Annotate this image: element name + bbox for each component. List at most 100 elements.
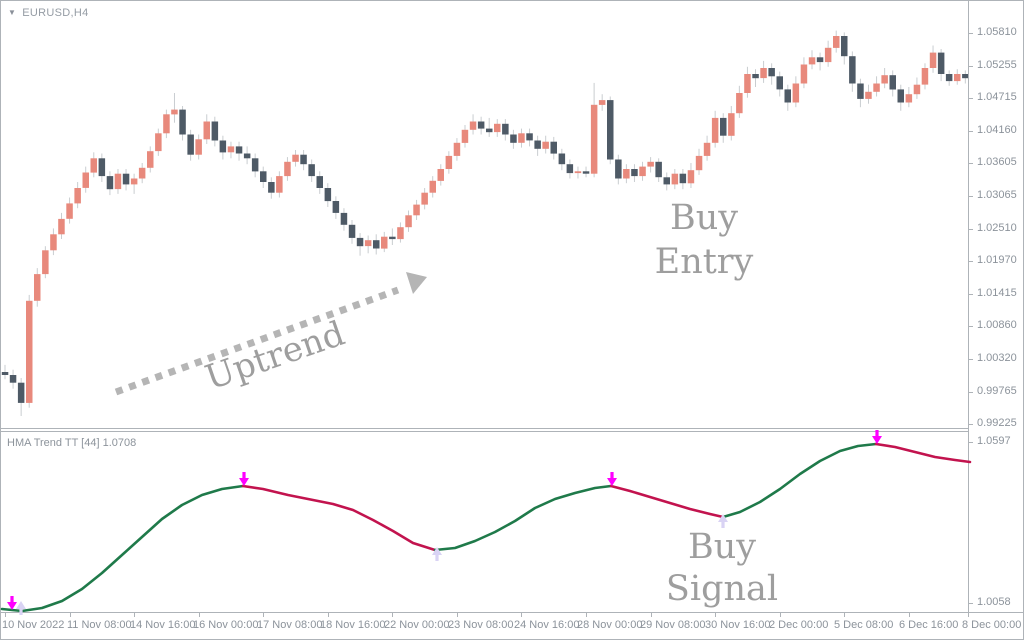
candle-body [881,75,888,84]
candle-body [251,158,259,172]
candle-body [615,159,622,179]
price-axis-label: 1.00860 [977,319,1017,331]
candle-body [945,74,953,82]
buy-signal-line1: Buy [687,527,757,567]
candle-body [623,169,630,179]
candle-body [647,161,654,167]
candle-body [98,158,106,177]
buy-entry-line1: Buy [669,198,739,238]
candle-body [631,169,638,177]
time-axis-label: 24 Nov 16:00 [514,619,580,631]
candle-body [687,170,695,184]
candle-body [453,142,461,156]
candle-body [276,176,283,193]
symbol-text: EURUSD,H4 [22,7,89,19]
candle-body [389,236,396,240]
candle-body [728,113,735,136]
hma-segment-up [721,442,878,519]
candle-body [381,236,388,249]
candle-body [130,178,138,185]
candle-body [566,164,574,174]
candle-body [340,212,348,225]
symbol-label: ▼ EURUSD,H4 [8,7,89,19]
candle-body [1,372,9,375]
candle-body [518,133,525,143]
candle-body [736,93,743,114]
candle-body [929,52,937,68]
candle-body [308,164,315,177]
candle-body [9,375,17,383]
time-axis-label: 23 Nov 08:00 [448,619,514,631]
hma-segment-down [874,442,972,464]
candle-body [429,180,436,193]
candle-body [720,117,727,136]
candle-body [477,121,485,129]
candle-body [663,177,670,185]
candle-body [760,68,767,79]
buy-entry-annotation: Buy Entry [618,196,790,284]
price-axis-label: 1.01415 [977,287,1017,299]
candle-body [260,171,267,182]
candle-body [800,64,808,84]
price-axis-label: 0.99225 [977,417,1017,429]
candle-body [316,176,323,188]
candle-body [590,104,598,174]
sell-arrow-icon [239,472,249,486]
candle-body [211,121,219,141]
candle-body [873,83,880,92]
candle-body [703,142,711,156]
candle-body [227,146,235,153]
candle-body [219,140,227,153]
candle-body [421,192,428,205]
hma-segment-down [609,484,725,519]
price-axis-label: 1.02510 [977,222,1017,234]
buy-signal-line2: Signal [665,569,779,609]
candle-body [195,139,202,155]
candle-body [768,68,775,77]
candle-body [90,158,97,173]
candle-body [937,52,945,74]
candle-body [574,171,582,174]
candle-body [34,274,41,301]
candle-body [510,134,517,143]
candle-body [163,114,170,134]
candle-body [954,74,961,82]
candle-body [921,68,929,85]
candle-body [187,134,194,155]
candle-body [695,155,703,171]
candle-body [534,140,541,149]
candle-body [824,47,832,63]
candle-body [17,382,25,403]
candle-body [171,109,178,115]
candle-body [865,91,872,99]
candle-body [598,100,606,105]
candle-body [373,240,380,249]
price-axis-label: 0.99765 [977,385,1017,397]
candle-body [268,182,275,193]
time-axis-label: 5 Dec 08:00 [834,619,894,631]
candle-body [42,250,49,275]
time-axis-label: 2 Dec 00:00 [769,619,829,631]
candle-body [58,218,65,235]
candle-body [558,153,566,165]
chevron-down-icon[interactable]: ▼ [8,8,17,17]
time-axis-label: 11 Nov 08:00 [67,619,132,631]
time-axis-label: 18 Nov 16:00 [320,619,386,631]
time-axis-label: 14 Nov 16:00 [130,619,196,631]
candle-body [437,169,444,181]
candle-body [582,171,590,174]
candle-body [106,176,114,190]
time-axis-label: 30 Nov 16:00 [705,619,771,631]
price-axis-label: 1.03065 [977,189,1017,201]
price-axis-label: 1.04160 [977,124,1017,136]
candle-body [461,129,469,143]
time-axis-label: 8 Dec 00:00 [962,619,1022,631]
price-axis-label: 1.03605 [977,156,1017,168]
candle-body [494,123,501,133]
candle-body [711,117,719,143]
candle-body [776,76,783,90]
time-axis-label: 10 Nov 2022 [2,619,65,631]
hma-segment-up [433,484,613,552]
candle-body [607,100,614,160]
